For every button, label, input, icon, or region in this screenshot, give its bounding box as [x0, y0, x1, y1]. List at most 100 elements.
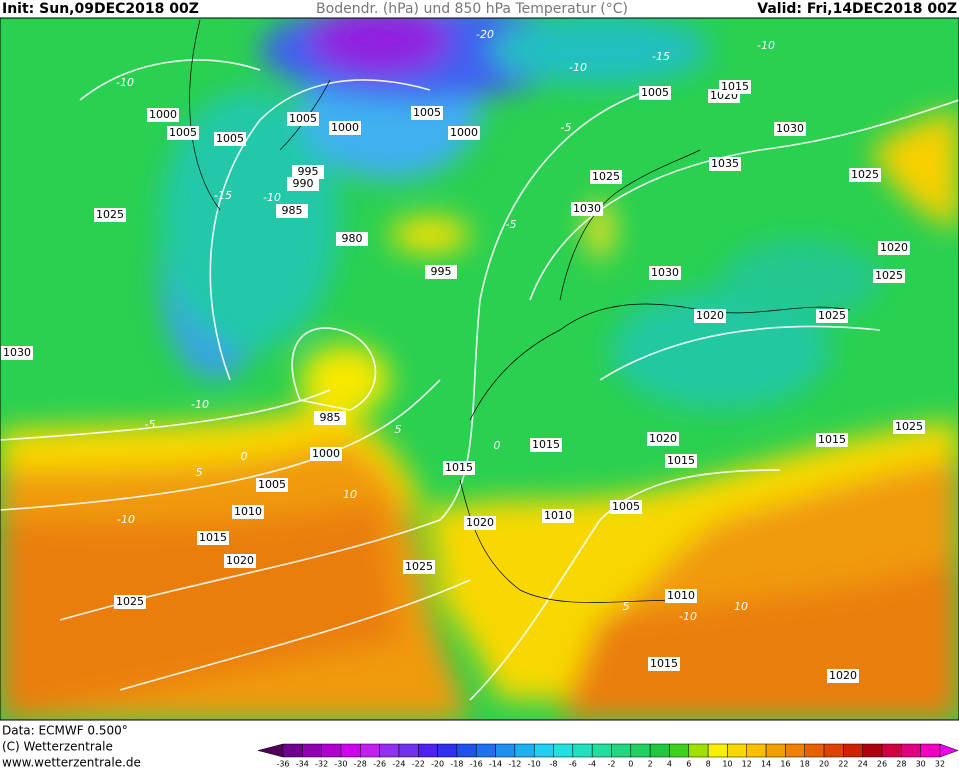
colorbar-segment — [418, 743, 438, 758]
isobar-label: 1015 — [650, 657, 678, 670]
map-field — [0, 18, 959, 720]
website: www.wetterzentrale.de — [2, 756, 141, 770]
colorbar-tick-label: 32 — [935, 760, 945, 769]
isobar-label-box — [849, 168, 881, 182]
isobar-label: 1025 — [116, 595, 144, 608]
isobar-label-box — [329, 121, 361, 135]
isobar-label-box — [411, 106, 443, 120]
isobar-label: 1000 — [450, 126, 478, 139]
colorbar-tick-label: -36 — [276, 760, 289, 769]
isobar-label-box — [167, 126, 199, 140]
isobar-label: 1025 — [592, 170, 620, 183]
colorbar-segment — [379, 743, 400, 758]
colorbar-tick-label: 24 — [858, 760, 868, 769]
colorbar-tick-label: 2 — [648, 760, 653, 769]
colorbar-segment — [920, 743, 941, 758]
isobar-label: 1005 — [289, 112, 317, 125]
isobar-label: 1010 — [667, 589, 695, 602]
isobar-label-box — [214, 132, 246, 146]
colorbar-segment — [302, 743, 322, 758]
colorbar-tick-label: -28 — [354, 760, 367, 769]
isobar-label: 1010 — [234, 505, 262, 518]
isobar-label: 1025 — [818, 309, 846, 322]
isobar-label-box — [425, 265, 457, 279]
colorbar-segment — [630, 743, 651, 758]
colorbar-tick-label: -32 — [315, 760, 328, 769]
isobar-label-box — [197, 531, 229, 545]
colorbar-segment — [282, 743, 303, 758]
isobar-label: 1010 — [544, 509, 572, 522]
isobar-label: 1025 — [895, 420, 923, 433]
isobar-label-box — [878, 241, 910, 255]
isobar-label-box — [287, 112, 319, 126]
colorbar-segment — [340, 743, 361, 758]
isotherm-label: -15 — [652, 50, 670, 63]
isobar-label: 1025 — [405, 560, 433, 573]
colorbar-segment — [823, 743, 844, 758]
colorbar-tick-label: -22 — [412, 760, 425, 769]
colorbar-segment — [611, 743, 632, 758]
colorbar-tick-label: -34 — [296, 760, 309, 769]
isobar-label-box — [816, 433, 848, 447]
isobar-label: 985 — [282, 204, 303, 217]
isobar-label-box — [827, 669, 859, 683]
colorbar-segment — [514, 743, 535, 758]
colorbar-tick-label: -6 — [569, 760, 577, 769]
map-frame — [0, 17, 959, 721]
colorbar-segment — [495, 743, 516, 758]
isobar-label: 1000 — [312, 447, 340, 460]
colorbar-tick-label: -2 — [608, 760, 616, 769]
isobar-label-box — [719, 80, 751, 94]
colorbar-segment — [746, 743, 767, 758]
colorbar-segment — [533, 743, 554, 758]
colorbar-tick-label: -4 — [588, 760, 596, 769]
colorbar: -36 -34 -32 -30 -28 -26 -24 -22 -20 -18 -16 -14 -12-… — [257, 743, 959, 769]
isotherm-label: 0 — [494, 439, 501, 452]
isotherm-label: 5 — [196, 466, 203, 479]
colorbar-segment — [707, 743, 728, 758]
isobar-label: 1005 — [216, 132, 244, 145]
isobar-label: 1005 — [612, 500, 640, 513]
isobar-label: 1020 — [696, 309, 724, 322]
isotherm-label: -5 — [506, 218, 517, 231]
colorbar-tick-label: -14 — [489, 760, 502, 769]
copyright: (C) Wetterzentrale — [2, 740, 113, 754]
isobar-label: 1025 — [96, 208, 124, 221]
isobar-label: 995 — [431, 265, 452, 278]
isobar-label-box — [542, 509, 574, 523]
isobar-label: 1020 — [466, 516, 494, 529]
isobar-label: 1000 — [149, 108, 177, 121]
isobar-label-box — [571, 202, 603, 216]
isobar-label-box — [694, 309, 726, 323]
data-source: Data: ECMWF 0.500° — [2, 724, 128, 738]
isobar-label: 1025 — [851, 168, 879, 181]
colorbar-segment — [669, 743, 690, 758]
colorbar-tick-label: -24 — [392, 760, 405, 769]
isobar-label: 1005 — [413, 106, 441, 119]
colorbar-tick-label: -20 — [431, 760, 444, 769]
isobar-label: 995 — [298, 165, 319, 178]
colorbar-segment — [321, 743, 342, 758]
colorbar-segment — [688, 743, 709, 758]
colorbar-segment — [360, 743, 380, 758]
isobar-label: 1015 — [199, 531, 227, 544]
isobar-label-box — [448, 126, 480, 140]
isobar-label-box — [709, 157, 741, 171]
isobar-label: 1020 — [226, 554, 254, 567]
init-time: Init: Sun,09DEC2018 00Z — [2, 1, 199, 17]
colorbar-segment — [456, 743, 477, 758]
isobar-label-box — [648, 657, 680, 671]
isobar-label-box — [224, 554, 256, 568]
isotherm-label: -10 — [191, 398, 209, 411]
colorbar-segment — [553, 743, 574, 758]
colorbar-tick-label: 22 — [838, 760, 848, 769]
colorbar-tick-label: -26 — [373, 760, 386, 769]
colorbar-tick-label: 8 — [706, 760, 711, 769]
isobar-label: 1030 — [573, 202, 601, 215]
isotherm-label: -10 — [757, 39, 775, 52]
isotherm-label: 10 — [734, 600, 748, 613]
isotherm-label: -5 — [561, 121, 572, 134]
colorbar-tick-label: 28 — [896, 760, 906, 769]
colorbar-segment — [572, 743, 593, 758]
